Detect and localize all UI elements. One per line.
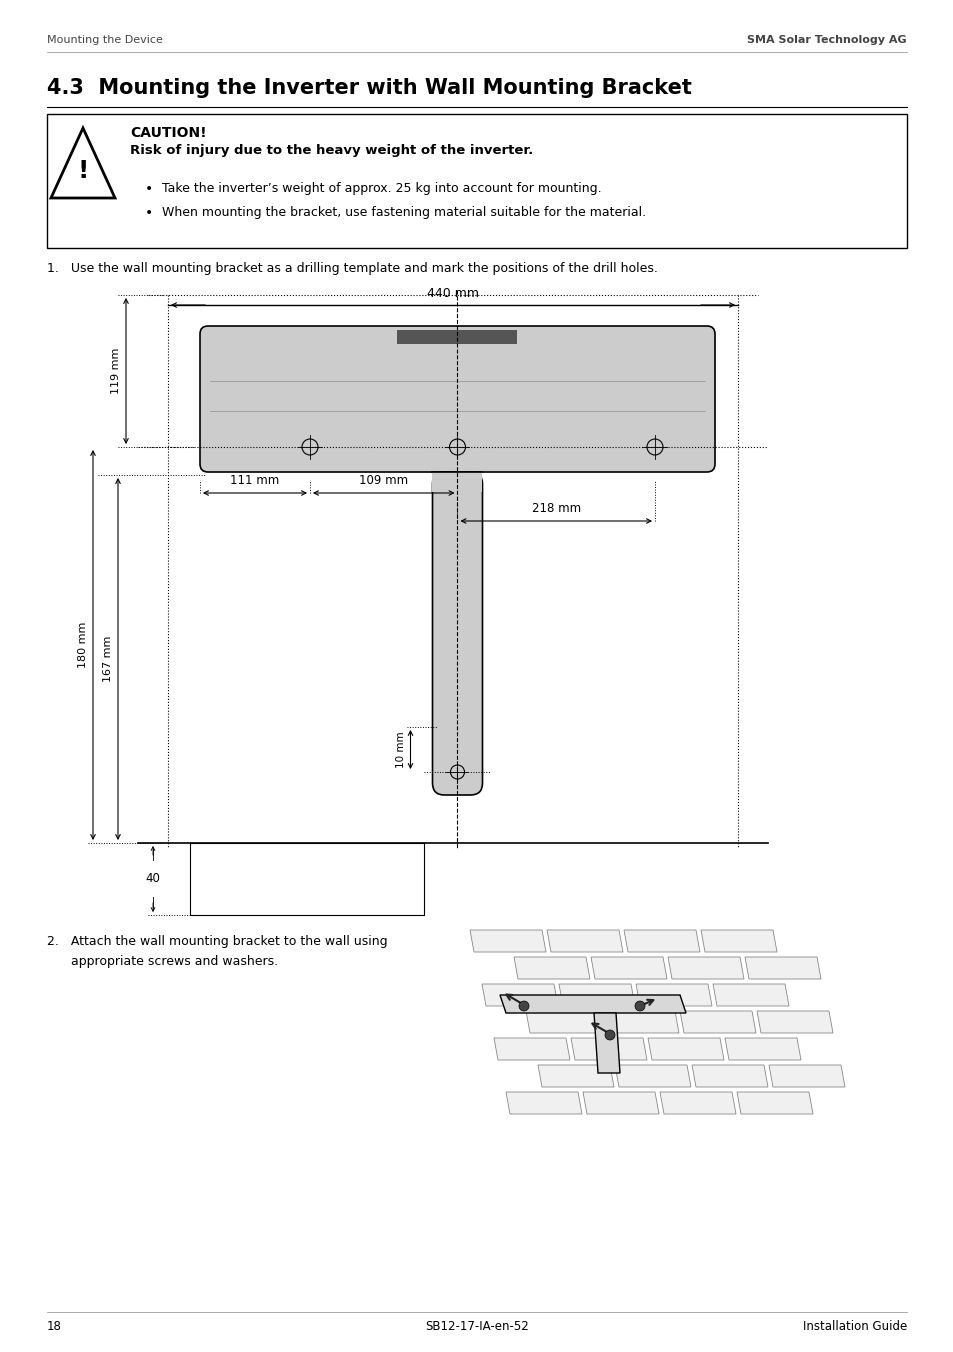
- Circle shape: [635, 1000, 644, 1011]
- Circle shape: [604, 1030, 615, 1040]
- Text: SB12-17-IA-en-52: SB12-17-IA-en-52: [425, 1320, 528, 1333]
- Polygon shape: [470, 930, 545, 952]
- Polygon shape: [514, 957, 589, 979]
- Text: When mounting the bracket, use fastening material suitable for the material.: When mounting the bracket, use fastening…: [162, 206, 645, 219]
- Text: 111 mm: 111 mm: [230, 475, 279, 487]
- Text: 218 mm: 218 mm: [531, 502, 580, 515]
- Polygon shape: [602, 1011, 679, 1033]
- Text: Risk of injury due to the heavy weight of the inverter.: Risk of injury due to the heavy weight o…: [130, 145, 533, 157]
- Text: !: !: [77, 160, 89, 184]
- Polygon shape: [590, 957, 666, 979]
- Polygon shape: [546, 930, 622, 952]
- Text: 40: 40: [146, 872, 160, 886]
- Text: CAUTION!: CAUTION!: [130, 126, 207, 141]
- Text: •: •: [145, 183, 153, 196]
- Polygon shape: [724, 1038, 801, 1060]
- Text: 4.3  Mounting the Inverter with Wall Mounting Bracket: 4.3 Mounting the Inverter with Wall Moun…: [47, 78, 691, 97]
- Polygon shape: [757, 1011, 832, 1033]
- Text: 1.   Use the wall mounting bracket as a drilling template and mark the positions: 1. Use the wall mounting bracket as a dr…: [47, 262, 658, 274]
- Polygon shape: [744, 957, 821, 979]
- Polygon shape: [636, 984, 711, 1006]
- Polygon shape: [494, 1038, 569, 1060]
- Polygon shape: [737, 1092, 812, 1114]
- Polygon shape: [594, 1013, 619, 1073]
- Polygon shape: [525, 1011, 601, 1033]
- Bar: [47, 114, 906, 247]
- Bar: [432, 472, 482, 492]
- Polygon shape: [712, 984, 788, 1006]
- Polygon shape: [537, 1065, 614, 1087]
- Text: Installation Guide: Installation Guide: [801, 1320, 906, 1333]
- Polygon shape: [623, 930, 700, 952]
- Polygon shape: [768, 1065, 844, 1087]
- Polygon shape: [700, 930, 776, 952]
- FancyBboxPatch shape: [200, 326, 714, 472]
- Text: 18: 18: [47, 1320, 62, 1333]
- Text: 2.   Attach the wall mounting bracket to the wall using: 2. Attach the wall mounting bracket to t…: [47, 936, 387, 948]
- Text: Mounting the Device: Mounting the Device: [47, 35, 163, 45]
- Text: Take the inverter’s weight of approx. 25 kg into account for mounting.: Take the inverter’s weight of approx. 25…: [162, 183, 601, 195]
- Polygon shape: [499, 995, 685, 1013]
- Polygon shape: [481, 984, 558, 1006]
- Text: 109 mm: 109 mm: [359, 475, 408, 487]
- Bar: [190, 844, 424, 915]
- Polygon shape: [582, 1092, 659, 1114]
- FancyBboxPatch shape: [432, 472, 482, 795]
- Polygon shape: [571, 1038, 646, 1060]
- Polygon shape: [679, 1011, 755, 1033]
- Text: 440 mm: 440 mm: [427, 287, 478, 300]
- Polygon shape: [615, 1065, 690, 1087]
- Text: SMA Solar Technology AG: SMA Solar Technology AG: [746, 35, 906, 45]
- Polygon shape: [505, 1092, 581, 1114]
- Text: 180 mm: 180 mm: [78, 622, 88, 668]
- Text: 10 mm: 10 mm: [396, 731, 406, 768]
- Polygon shape: [691, 1065, 767, 1087]
- Polygon shape: [558, 984, 635, 1006]
- Polygon shape: [667, 957, 743, 979]
- Text: 167 mm: 167 mm: [103, 635, 112, 683]
- Polygon shape: [647, 1038, 723, 1060]
- Text: 119 mm: 119 mm: [111, 347, 121, 395]
- Polygon shape: [659, 1092, 735, 1114]
- Text: appropriate screws and washers.: appropriate screws and washers.: [47, 955, 278, 968]
- Text: •: •: [145, 206, 153, 220]
- Circle shape: [518, 1000, 529, 1011]
- Bar: [397, 330, 517, 343]
